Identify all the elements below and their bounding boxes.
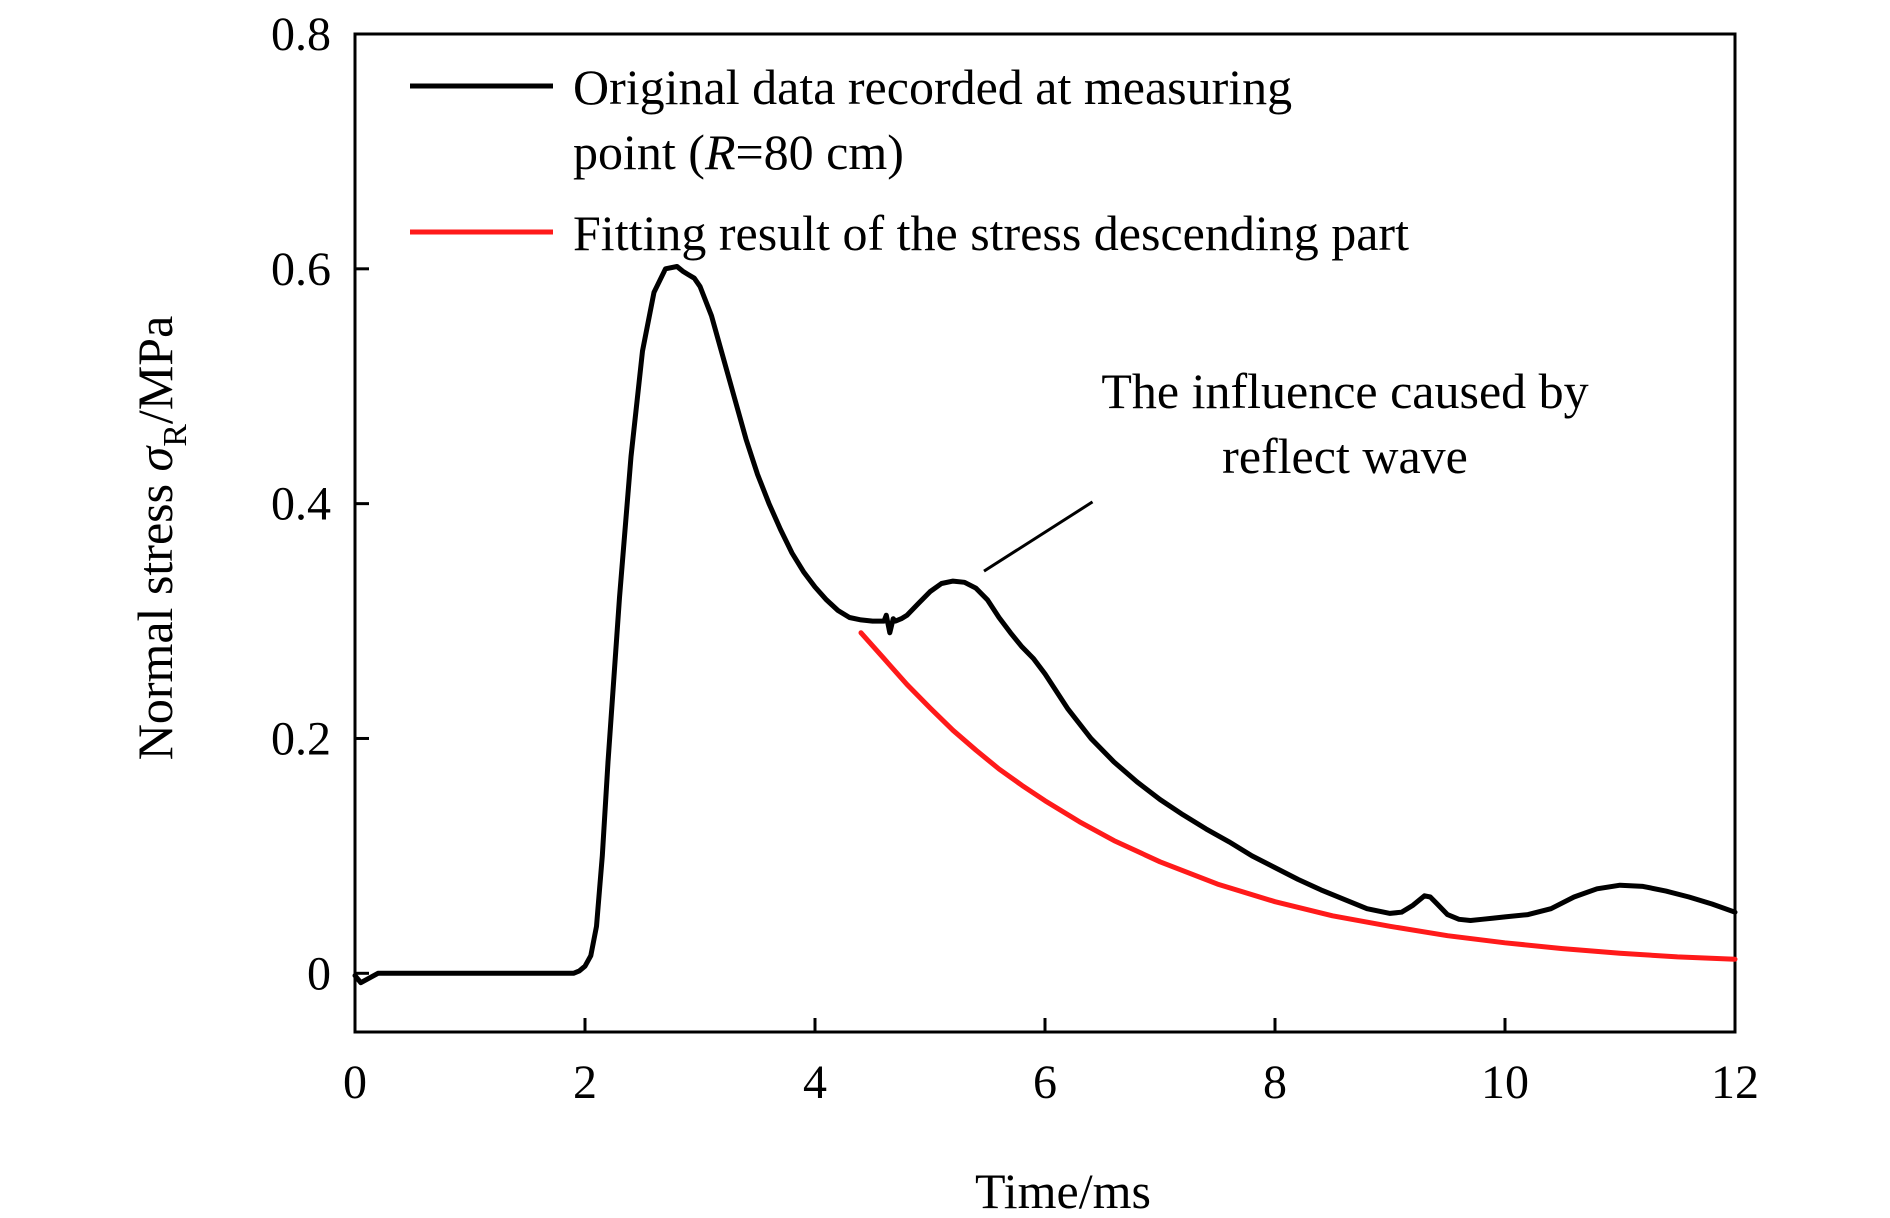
- legend-label-original-data-line-2: point (R=80 cm): [573, 124, 904, 180]
- y-tick-label: 0.4: [271, 478, 331, 531]
- y-axis-title: Normal stress σR/MPa: [127, 316, 194, 761]
- x-tick-label: 6: [1033, 1056, 1057, 1109]
- y-tick-label: 0: [307, 947, 331, 1000]
- axis-tick-labels: 0 2 4 6 8 10 12 0 0.2 0.4 0.6 0.8: [271, 8, 1759, 1109]
- x-tick-label: 4: [803, 1056, 827, 1109]
- x-tick-label: 0: [343, 1056, 367, 1109]
- x-tick-label: 12: [1711, 1056, 1759, 1109]
- x-tick-label: 2: [573, 1056, 597, 1109]
- x-axis-title: Time/ms: [975, 1163, 1151, 1218]
- x-tick-label: 10: [1481, 1056, 1529, 1109]
- legend-label-original-data-line-1: Original data recorded at measuring: [573, 59, 1292, 115]
- y-tick-label: 0.8: [271, 8, 331, 61]
- series-line-original-data: [352, 264, 1738, 986]
- legend: Original data recorded at measuring poin…: [410, 59, 1409, 261]
- annotation-line-2: reflect wave: [1222, 428, 1468, 484]
- series-line-fitting-result: [858, 630, 1738, 962]
- y-tick-label: 0.6: [271, 243, 331, 296]
- x-tick-label: 8: [1263, 1056, 1287, 1109]
- axis-ticks: [353, 32, 1737, 1032]
- y-tick-label: 0.2: [271, 712, 331, 765]
- annotation-line-1: The influence caused by: [1101, 363, 1588, 419]
- annotation-pointer-line: [983, 500, 1094, 573]
- legend-label-fitting-result: Fitting result of the stress descending …: [573, 205, 1409, 261]
